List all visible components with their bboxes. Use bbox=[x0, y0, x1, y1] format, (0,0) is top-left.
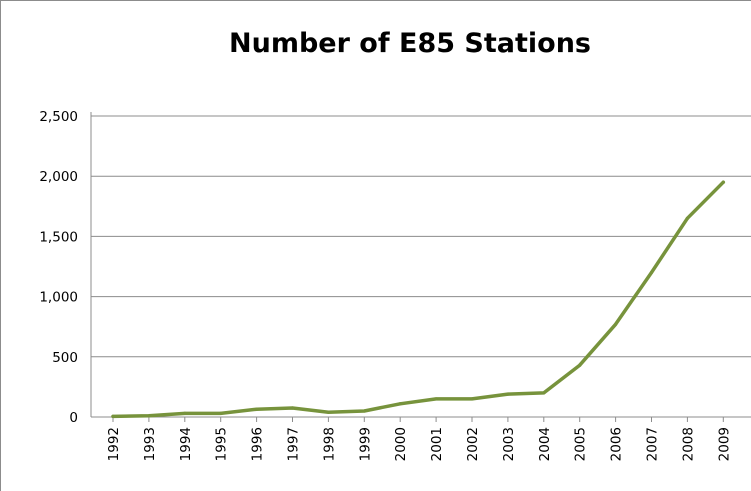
x-tick-label: 2000 bbox=[393, 427, 409, 461]
x-tick-label: 1993 bbox=[142, 427, 158, 461]
x-tick-label: 2008 bbox=[680, 427, 696, 461]
data-point bbox=[111, 414, 115, 418]
x-tick-label: 2004 bbox=[537, 427, 553, 461]
x-tick-label: 2009 bbox=[716, 427, 732, 461]
x-tick-label: 1994 bbox=[178, 427, 194, 461]
y-tick-label: 2,000 bbox=[39, 169, 78, 185]
data-point bbox=[470, 397, 474, 401]
x-tick-label: 2007 bbox=[645, 427, 661, 461]
x-tick-label: 1995 bbox=[214, 427, 230, 461]
x-tick-label: 2002 bbox=[465, 427, 481, 461]
data-point bbox=[362, 409, 366, 413]
y-tick-label: 0 bbox=[69, 410, 78, 426]
data-point bbox=[183, 411, 187, 415]
data-point bbox=[506, 392, 510, 396]
data-point bbox=[219, 411, 223, 415]
x-tick-label: 1992 bbox=[106, 427, 122, 461]
data-point bbox=[614, 322, 618, 326]
series-line-0 bbox=[111, 180, 726, 419]
data-point bbox=[326, 410, 330, 414]
data-point bbox=[578, 363, 582, 367]
data-point bbox=[721, 180, 725, 184]
data-point bbox=[290, 406, 295, 410]
y-tick-label: 1,500 bbox=[39, 229, 78, 245]
x-tick-label: 2006 bbox=[609, 427, 625, 461]
chart-title: Number of E85 Stations bbox=[229, 28, 591, 59]
y-tick-label: 500 bbox=[52, 350, 78, 366]
x-tick-label: 1998 bbox=[321, 427, 337, 461]
x-tick-label: 1997 bbox=[286, 427, 302, 461]
y-tick-label: 2,500 bbox=[39, 109, 78, 125]
x-tick-label: 2003 bbox=[501, 427, 517, 461]
data-point bbox=[255, 407, 259, 411]
x-tick-label: 2005 bbox=[573, 427, 589, 461]
data-point bbox=[649, 270, 654, 275]
x-tick-label: 1996 bbox=[250, 427, 266, 461]
x-tick-label: 2001 bbox=[429, 427, 445, 461]
data-point bbox=[542, 391, 546, 395]
y-tick-label: 1,000 bbox=[39, 290, 78, 306]
data-point bbox=[434, 397, 438, 401]
data-point bbox=[685, 216, 690, 220]
data-point bbox=[147, 414, 151, 418]
x-tick-label: 1999 bbox=[357, 427, 373, 461]
data-point bbox=[398, 402, 402, 406]
